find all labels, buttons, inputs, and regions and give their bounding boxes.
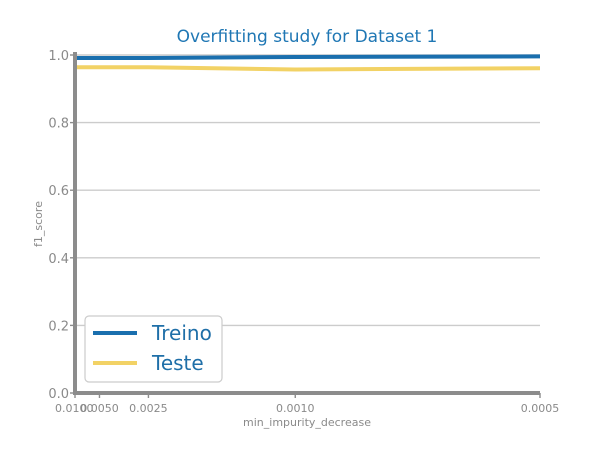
y-tick-label: 0.0 — [48, 387, 69, 402]
x-tick-label: 0.0005 — [521, 402, 560, 415]
y-tick-label: 0.2 — [48, 319, 69, 334]
legend-label-treino: Treino — [151, 321, 212, 345]
y-tick-label: 0.4 — [48, 252, 69, 267]
y-tick-label: 0.8 — [48, 117, 69, 132]
x-tick-label: 0.0010 — [276, 402, 315, 415]
x-tick-label: 0.0025 — [129, 402, 168, 415]
x-axis-label: min_impurity_decrease — [243, 416, 371, 429]
series-line-treino — [75, 54, 541, 60]
x-tick-label: 0.0100 — [55, 402, 94, 415]
chart-title: Overfitting study for Dataset 1 — [177, 27, 438, 47]
legend: Treino Teste — [84, 315, 223, 383]
series-lines — [75, 54, 541, 72]
y-tick-label: 0.6 — [48, 184, 69, 199]
axes — [70, 52, 541, 398]
x-tick-label: 0.0050 — [80, 402, 119, 415]
legend-label-teste: Teste — [151, 351, 204, 375]
y-axis-label: f1_score — [32, 201, 45, 247]
y-tick-labels: 0.0 0.2 0.4 0.6 0.8 1.0 — [48, 49, 69, 402]
y-tick-label: 1.0 — [48, 49, 69, 64]
series-line-teste — [75, 65, 541, 72]
